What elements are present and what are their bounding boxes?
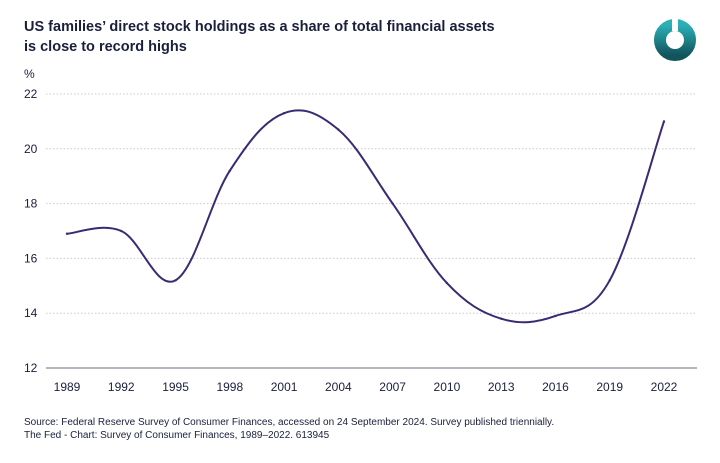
x-tick-label: 2016 — [542, 380, 569, 394]
credit-note: The Fed - Chart: Survey of Consumer Fina… — [24, 430, 330, 441]
y-tick-label: 12 — [24, 361, 38, 375]
y-axis-unit-label: % — [24, 67, 35, 81]
x-tick-label: 1998 — [216, 380, 243, 394]
data-point — [445, 281, 449, 285]
x-tick-label: 2007 — [379, 380, 406, 394]
data-point — [228, 169, 232, 172]
y-tick-label: 22 — [24, 87, 38, 101]
x-tick-label: 2019 — [596, 380, 623, 394]
x-tick-label: 2022 — [651, 380, 678, 394]
x-tick-label: 2010 — [434, 380, 461, 394]
chart-title-line-2: is close to record highs — [24, 39, 187, 55]
y-tick-label: 14 — [24, 306, 38, 320]
x-tick-label: 2013 — [488, 380, 515, 394]
chart-title-line-1: US families’ direct stock holdings as a … — [24, 19, 495, 35]
brand-ring-logo-icon — [654, 18, 696, 61]
x-tick-label: 1995 — [162, 380, 189, 394]
y-tick-label: 16 — [24, 251, 38, 265]
y-tick-label: 18 — [24, 197, 38, 211]
data-point — [282, 111, 286, 115]
y-tick-label: 20 — [24, 142, 38, 156]
data-point — [608, 279, 611, 282]
data-point — [337, 128, 340, 131]
x-tick-label: 2001 — [271, 380, 298, 394]
data-point — [554, 314, 557, 318]
data-point — [65, 232, 69, 235]
series-line — [66, 109, 665, 324]
data-point — [662, 120, 666, 123]
chart-footer: Source: Federal Reserve Survey of Consum… — [24, 416, 704, 442]
x-tick-label: 1989 — [54, 380, 81, 394]
source-note: Source: Federal Reserve Survey of Consum… — [24, 417, 555, 428]
chart-title: US families’ direct stock holdings as a … — [24, 17, 584, 57]
data-point — [120, 229, 123, 233]
data-point — [499, 317, 503, 320]
x-tick-label: 1992 — [108, 380, 135, 394]
data-point — [391, 202, 394, 205]
x-tick-label: 2004 — [325, 380, 352, 394]
data-point — [174, 279, 177, 282]
